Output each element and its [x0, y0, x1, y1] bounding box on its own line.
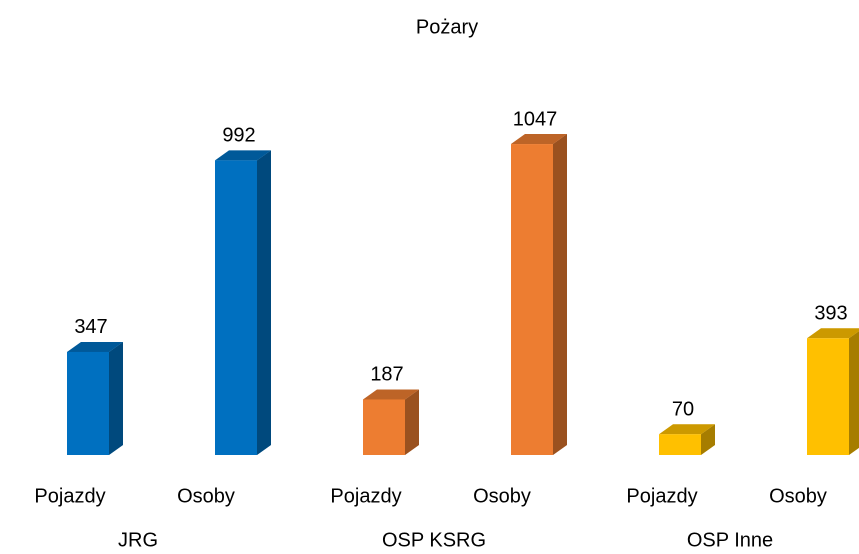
- bar: [659, 434, 701, 455]
- bar-side-shade: [701, 424, 715, 455]
- value-label: 1047: [513, 108, 558, 130]
- bar-side: [109, 341, 123, 455]
- bar-top: [659, 424, 715, 435]
- bar: [215, 160, 257, 455]
- group-label: JRG: [118, 529, 158, 551]
- value-label: 70: [672, 398, 694, 420]
- category-label: Osoby: [769, 485, 827, 507]
- bar-side-shade: [405, 389, 419, 455]
- value-label: 393: [814, 303, 847, 325]
- bar-top-shade: [67, 341, 123, 352]
- bar: [363, 399, 405, 455]
- category-label: Pojazdy: [626, 485, 697, 507]
- bar-side: [553, 134, 567, 455]
- category-label: Pojazdy: [34, 485, 105, 507]
- value-label: 347: [74, 316, 107, 338]
- category-label: Osoby: [473, 485, 531, 507]
- bar-side-shade: [849, 331, 859, 455]
- bar: [67, 351, 109, 455]
- bar-top: [363, 389, 419, 400]
- bar-top: [807, 328, 859, 339]
- bar-top-shade: [807, 328, 859, 339]
- chart-title: Pożary: [416, 16, 478, 38]
- bar-top-shade: [511, 134, 567, 145]
- bar-top: [215, 150, 271, 161]
- bar-top-shade: [659, 424, 715, 435]
- bar-side: [405, 389, 419, 455]
- bar-top: [67, 341, 123, 352]
- bar-side-shade: [109, 341, 123, 455]
- bar-side-shade: [553, 134, 567, 455]
- bar-side: [701, 424, 715, 455]
- value-label: 992: [222, 125, 255, 147]
- value-label: 187: [370, 364, 403, 386]
- bar-side: [849, 331, 859, 455]
- bar-side: [257, 150, 271, 455]
- bar-top-shade: [363, 389, 419, 400]
- bar-top-shade: [215, 150, 271, 161]
- bar: [807, 338, 849, 455]
- category-label: Pojazdy: [330, 485, 401, 507]
- bar-top: [511, 134, 567, 145]
- group-label: OSP Inne: [687, 529, 773, 551]
- bar-side-shade: [257, 150, 271, 455]
- category-label: Osoby: [177, 485, 235, 507]
- bar: [511, 144, 553, 455]
- group-label: OSP KSRG: [382, 529, 486, 551]
